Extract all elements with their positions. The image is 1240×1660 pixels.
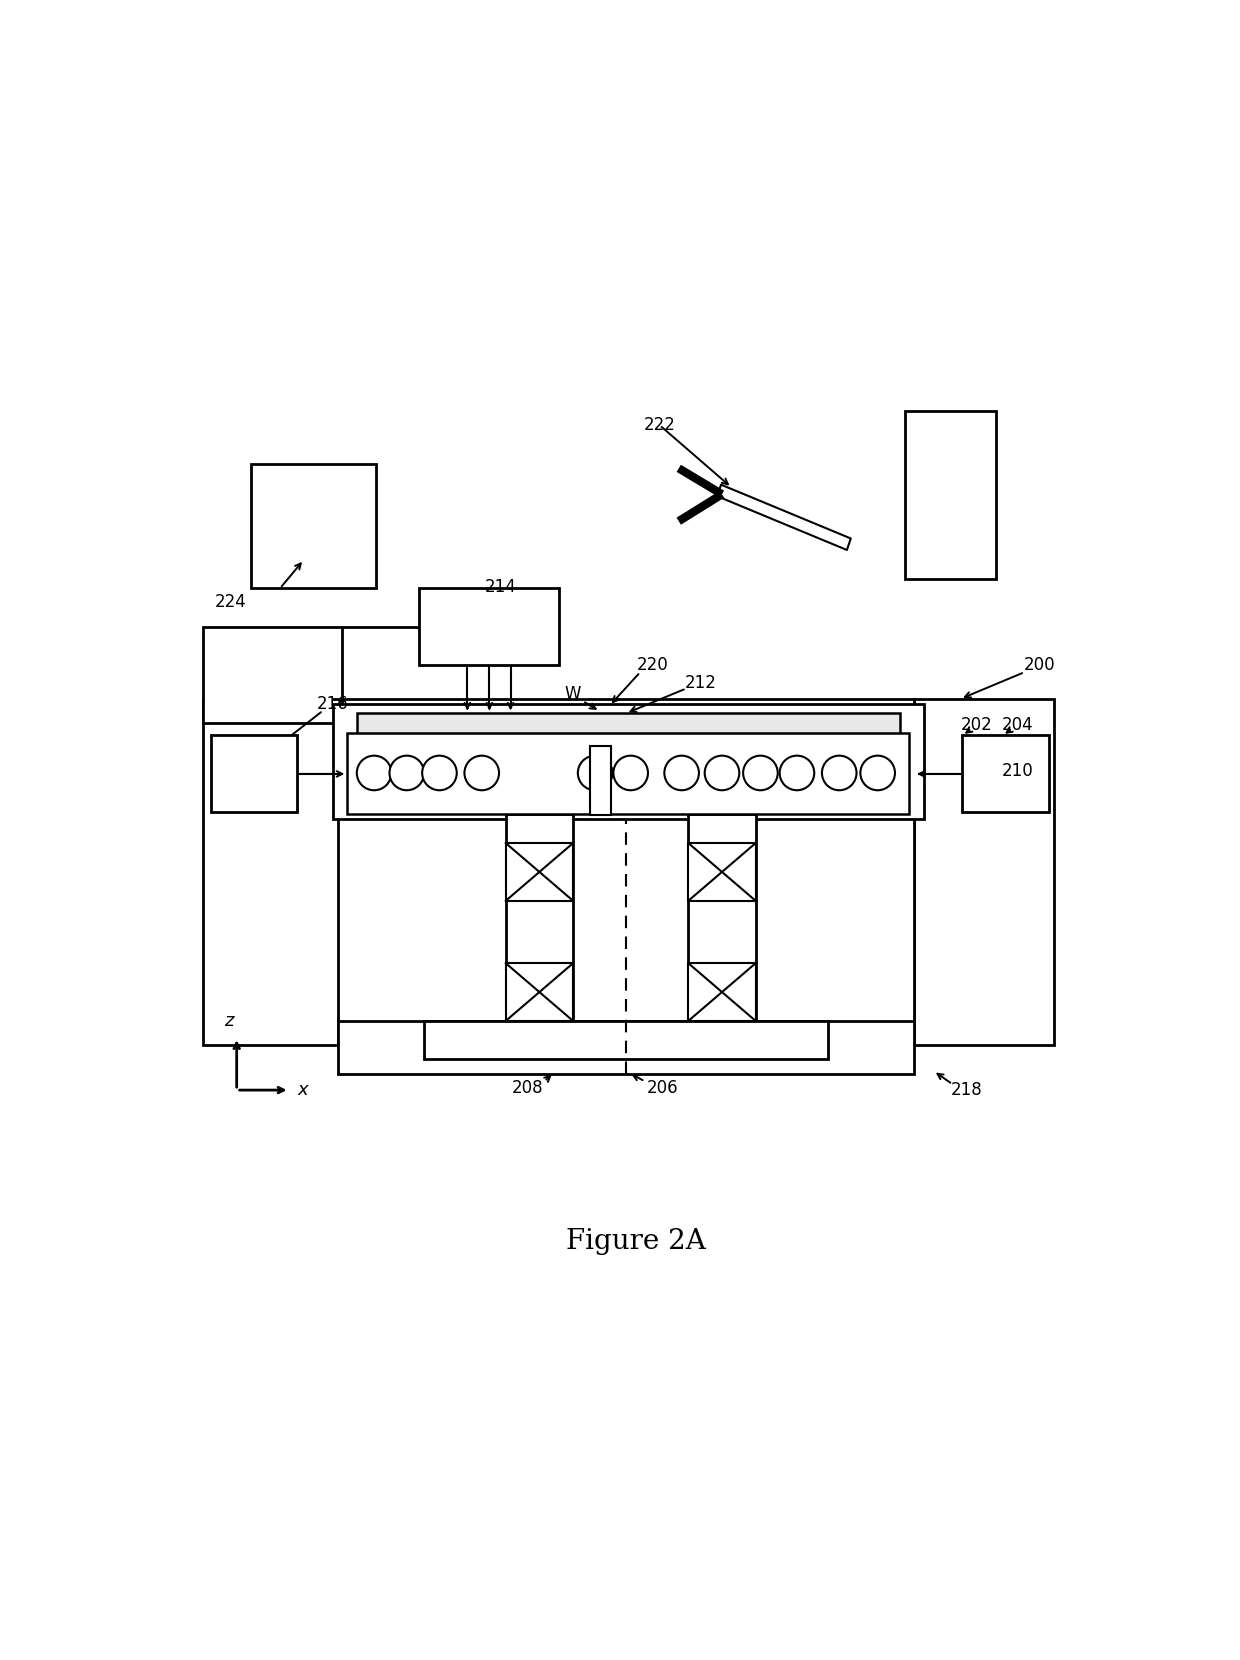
Text: 216: 216 [317,696,348,712]
Circle shape [578,755,613,790]
Bar [203,627,342,724]
Bar [506,963,573,1021]
Text: 208: 208 [512,1079,543,1097]
Bar [347,732,909,815]
Circle shape [389,755,424,790]
Text: 210: 210 [1002,762,1034,780]
Bar [337,699,914,1044]
Circle shape [422,755,456,790]
Text: 202: 202 [961,715,992,734]
Text: z: z [224,1011,234,1029]
Circle shape [357,755,392,790]
Text: 224: 224 [215,593,247,611]
Bar [332,704,924,818]
Bar [688,815,755,1044]
Circle shape [743,755,777,790]
Bar [905,410,996,579]
Bar [419,588,559,666]
Bar [211,735,298,812]
Bar [914,699,1054,1044]
Text: W: W [564,686,582,704]
Text: 200: 200 [1023,656,1055,674]
Bar [688,963,755,1021]
Circle shape [861,755,895,790]
Circle shape [704,755,739,790]
Circle shape [465,755,498,790]
Text: x: x [298,1081,308,1099]
Bar [506,843,573,901]
Circle shape [665,755,699,790]
Text: Figure 2A: Figure 2A [565,1228,706,1255]
Text: 212: 212 [684,674,717,692]
Bar [506,815,573,1044]
Bar [962,735,1049,812]
Text: 214: 214 [485,578,517,596]
Bar [337,1021,914,1074]
Circle shape [614,755,649,790]
Circle shape [780,755,815,790]
Bar [424,1021,828,1059]
Bar [357,714,900,742]
Circle shape [822,755,857,790]
Text: 220: 220 [637,656,668,674]
Bar [590,745,611,815]
Text: 204: 204 [1002,715,1034,734]
Bar [203,699,342,1044]
Polygon shape [717,485,851,549]
Text: 206: 206 [646,1079,678,1097]
Bar [688,843,755,901]
Text: 222: 222 [644,417,676,433]
Bar [250,463,376,588]
Text: 218: 218 [951,1081,983,1099]
